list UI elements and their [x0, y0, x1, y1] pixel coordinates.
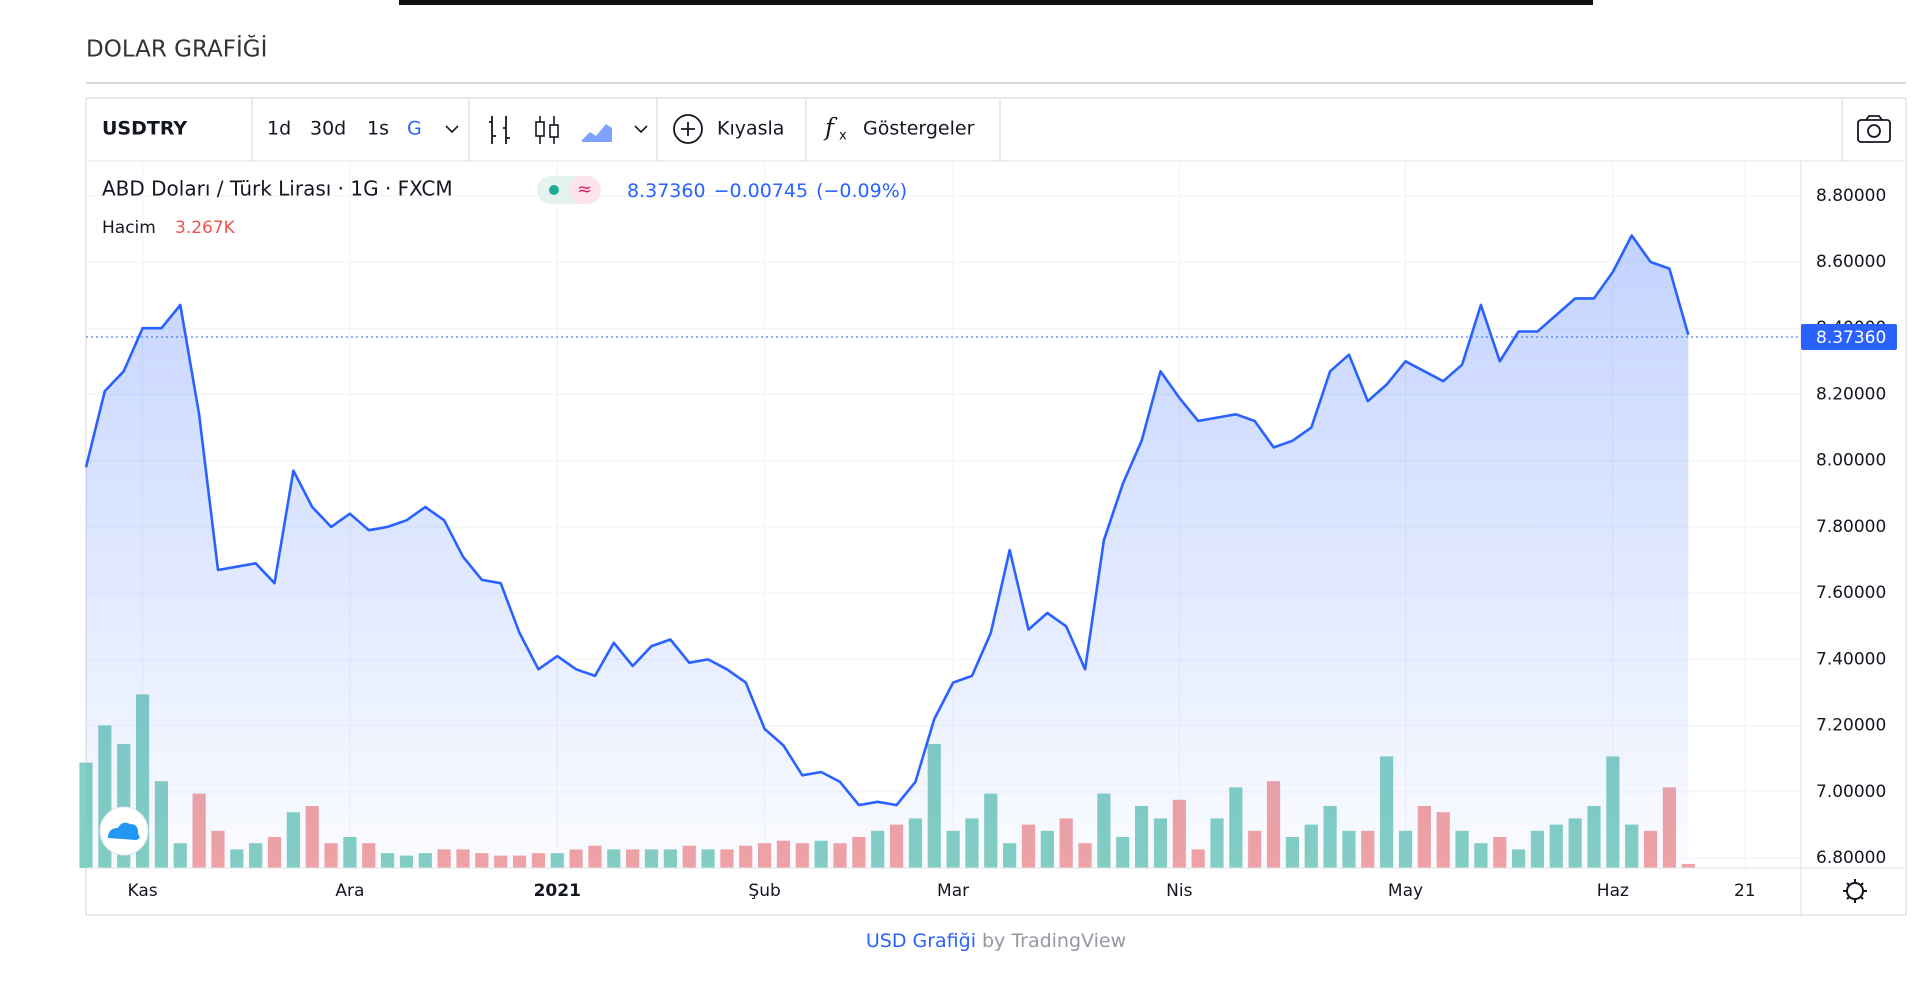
interval[interactable]: 30d	[310, 118, 346, 140]
x-tick-label: Kas	[127, 881, 157, 901]
plus	[681, 122, 695, 136]
footer: USD Grafiği by TradingView	[866, 930, 1126, 952]
x-tick-label: 21	[1734, 881, 1756, 901]
indicators-button[interactable]: Göstergeler	[863, 118, 975, 140]
delay-icon: ≈	[577, 179, 592, 200]
candle-body	[549, 124, 559, 138]
bars-icon[interactable]	[489, 116, 510, 144]
x-tick-label: Ara	[335, 881, 364, 901]
y-tick-label: 7.00000	[1816, 782, 1886, 802]
top-banner-edge	[399, 0, 1593, 5]
camera-lens	[1867, 124, 1881, 138]
change: −0.00745	[714, 180, 809, 202]
status-pill	[569, 176, 601, 204]
area-fill	[86, 235, 1689, 868]
page-title: DOLAR GRAFİĞİ	[86, 35, 267, 63]
volume-value: 3.267K	[175, 218, 236, 238]
market-dot	[549, 185, 559, 195]
last-price: 8.37360	[627, 180, 706, 202]
symbol[interactable]: USDTRY	[102, 118, 187, 140]
interval[interactable]: 1d	[267, 118, 291, 140]
x-tick-label: Haz	[1597, 881, 1629, 901]
compare-button[interactable]: Kıyasla	[717, 118, 784, 140]
settings-teeth	[1843, 879, 1867, 903]
volume-label: Hacim	[102, 218, 156, 238]
camera-icon[interactable]	[1857, 119, 1891, 143]
plot-area	[79, 161, 1801, 868]
compare-icon[interactable]	[673, 114, 703, 144]
fx-icon-sub: x	[839, 129, 847, 144]
y-tick-label: 8.20000	[1816, 384, 1886, 404]
price-tag-label: 8.37360	[1816, 328, 1886, 348]
legend: ABD Doları / Türk Lirası · 1G · FXCM ≈ 8…	[102, 176, 907, 238]
candle-body	[535, 121, 545, 137]
y-tick-label: 7.60000	[1816, 583, 1886, 603]
price-readout: 8.37360 −0.00745 (−0.09%)	[627, 180, 907, 202]
y-tick-label: 8.80000	[1816, 186, 1886, 206]
y-tick-label: 7.20000	[1816, 716, 1886, 736]
footer-by: by TradingView	[982, 930, 1126, 952]
x-tick-label: Nis	[1166, 881, 1192, 901]
interval-active[interactable]: G	[407, 118, 422, 140]
camera-top	[1865, 115, 1883, 121]
x-tick-label: Mar	[937, 881, 969, 901]
y-tick-label: 7.40000	[1816, 649, 1886, 669]
logo-cloud	[108, 822, 140, 840]
footer-link[interactable]: USD Grafiği	[866, 930, 976, 952]
y-tick-label: 7.80000	[1816, 517, 1886, 537]
toolbar: USDTRY 1d 30d 1s G Kıyasla f x Göstergel…	[102, 98, 1891, 161]
x-tick-label: 2021	[534, 881, 581, 901]
x-tick-label: May	[1388, 881, 1423, 901]
price-tag	[1801, 323, 1897, 350]
y-tick-label: 8.00000	[1816, 451, 1886, 471]
price-line	[84, 234, 1690, 807]
chevron[interactable]	[634, 125, 648, 134]
y-tick-label: 8.60000	[1816, 252, 1886, 272]
series-title: ABD Doları / Türk Lirası · 1G · FXCM	[102, 177, 453, 201]
y-tick-label: 6.80000	[1816, 848, 1886, 868]
chevron[interactable]	[445, 125, 459, 134]
interval[interactable]: 1s	[367, 118, 389, 140]
x-tick-label: Şub	[748, 881, 780, 901]
area-icon[interactable]	[582, 124, 612, 142]
change-pct: (−0.09%)	[816, 180, 907, 202]
